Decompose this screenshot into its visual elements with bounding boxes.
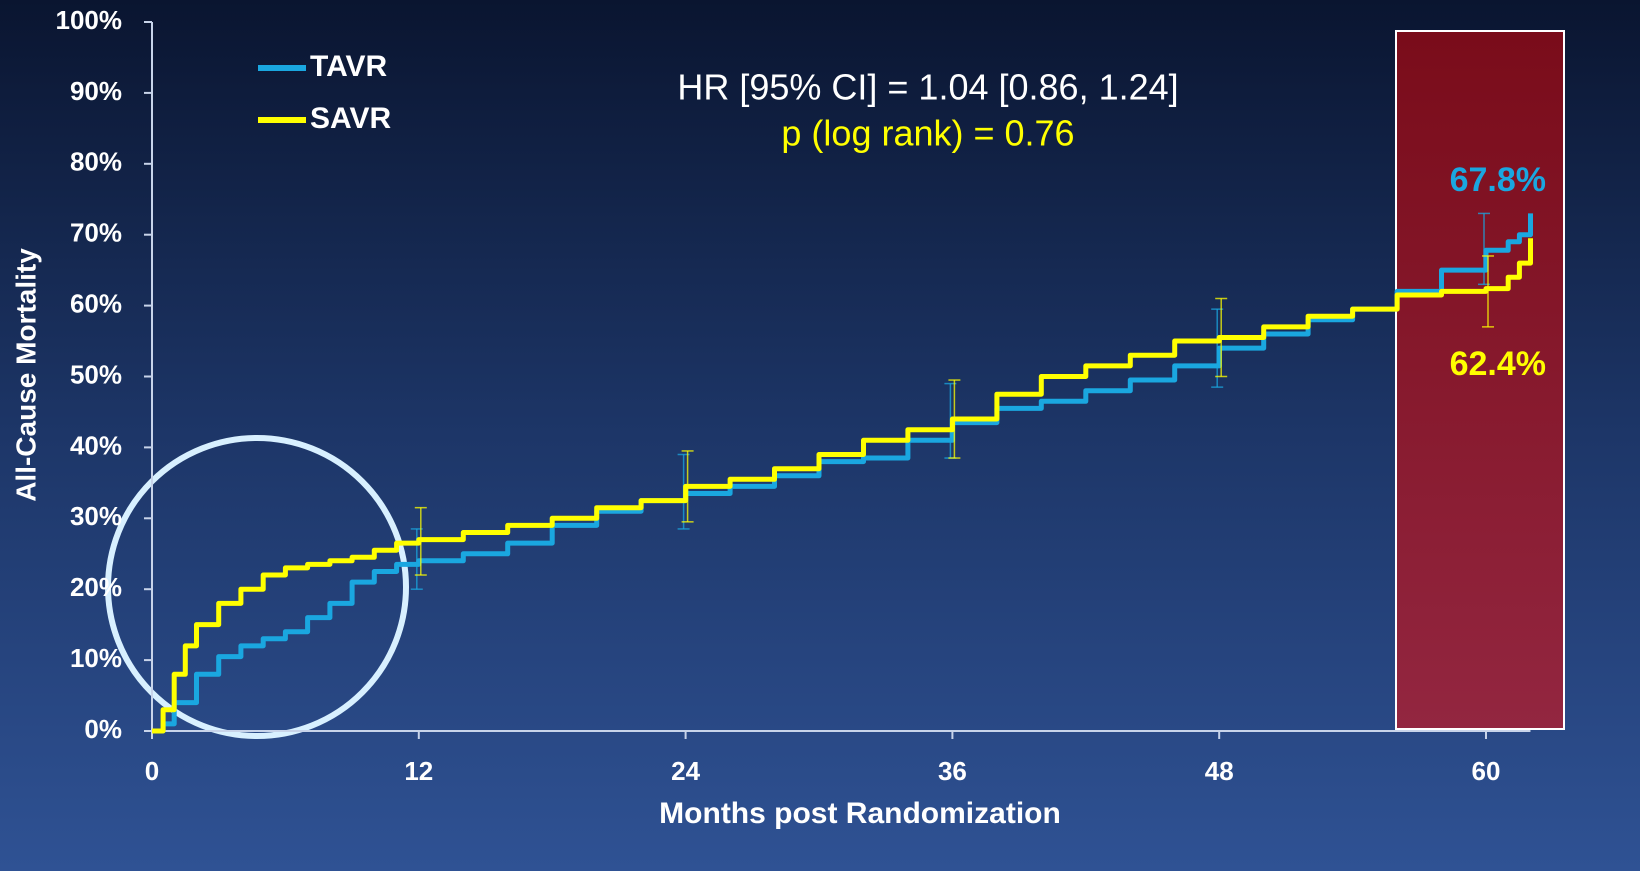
- annotation: 62.4%: [1450, 345, 1546, 383]
- x-tick-label: 24: [671, 756, 700, 786]
- y-tick-label: 0%: [84, 714, 122, 744]
- annotation: HR [95% CI] = 1.04 [0.86, 1.24]: [677, 67, 1178, 108]
- y-tick-label: 60%: [70, 288, 122, 318]
- legend-label: SAVR: [310, 102, 391, 135]
- y-tick-label: 30%: [70, 501, 122, 531]
- x-tick-label: 60: [1472, 756, 1501, 786]
- y-tick-label: 20%: [70, 572, 122, 602]
- legend-label: TAVR: [310, 50, 388, 83]
- y-tick-label: 90%: [70, 76, 122, 106]
- x-tick-label: 0: [145, 756, 159, 786]
- y-tick-label: 80%: [70, 147, 122, 177]
- series-line: [152, 238, 1533, 734]
- highlight-circle: [105, 435, 409, 739]
- x-tick-label: 48: [1205, 756, 1234, 786]
- x-tick-label: 36: [938, 756, 967, 786]
- y-axis-label: All-Cause Mortality: [10, 248, 41, 502]
- highlight-box: [1395, 30, 1565, 730]
- y-tick-label: 100%: [56, 5, 123, 35]
- x-tick-label: 12: [404, 756, 433, 786]
- y-tick-label: 50%: [70, 359, 122, 389]
- y-tick-label: 70%: [70, 218, 122, 248]
- y-tick-label: 10%: [70, 643, 122, 673]
- y-tick-label: 40%: [70, 430, 122, 460]
- x-axis-label: Months post Randomization: [659, 797, 1061, 830]
- annotation: 67.8%: [1450, 161, 1546, 199]
- annotation: p (log rank) = 0.76: [781, 113, 1074, 154]
